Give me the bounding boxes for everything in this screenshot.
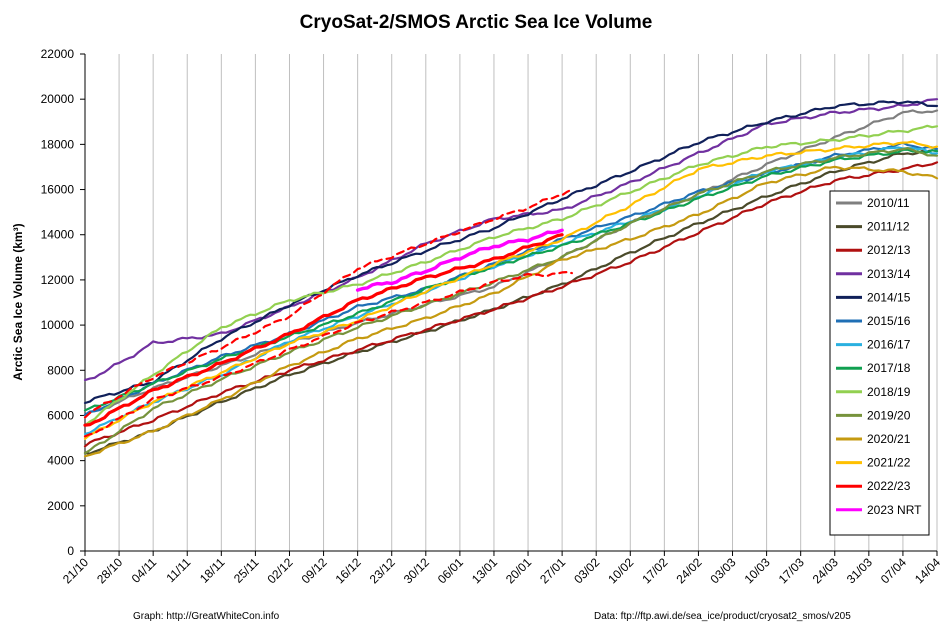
legend-entry: 2018/19 xyxy=(867,385,911,399)
chart-title: CryoSat-2/SMOS Arctic Sea Ice Volume xyxy=(300,12,653,33)
legend-entry: 2016/17 xyxy=(867,338,911,352)
y-tick-label: 20000 xyxy=(41,92,75,106)
series-line-2022-23 xyxy=(83,233,564,427)
footer-left: Graph: http://GreatWhiteCon.info xyxy=(133,611,280,622)
series-line-2014-15 xyxy=(83,100,939,405)
series-line-2018-19 xyxy=(83,124,939,427)
legend-entry: 2014/15 xyxy=(867,290,911,304)
x-tick-label: 18/11 xyxy=(197,555,228,586)
x-tick-label: 23/12 xyxy=(367,555,398,586)
legend-entry: 2017/18 xyxy=(867,361,911,375)
x-tick-label: 04/11 xyxy=(129,555,160,586)
x-tick-label: 17/02 xyxy=(639,555,670,586)
x-tick-label: 27/01 xyxy=(537,555,568,586)
y-tick-label: 8000 xyxy=(47,363,74,377)
series-line-2017-18 xyxy=(83,148,939,412)
y-tick-label: 0 xyxy=(67,544,74,558)
y-tick-label: 4000 xyxy=(47,454,74,468)
axes xyxy=(80,53,938,556)
series-line-2023-nrt xyxy=(355,228,564,292)
x-tick-labels: 21/10 28/10 04/11 11/11 18/11 25/11 02/12 09/12… xyxy=(60,555,943,586)
x-tick-label: 17/03 xyxy=(776,555,807,586)
x-tick-label: 20/01 xyxy=(503,555,534,586)
footer-right: Data: ftp://ftp.awi.de/sea_ice/product/c… xyxy=(594,611,851,622)
legend-entry: 2021/22 xyxy=(867,456,911,470)
y-tick-label: 22000 xyxy=(41,47,75,61)
y-axis-label: Arctic Sea Ice Volume (km³) xyxy=(11,223,25,380)
legend: 2010/11 2011/12 2012/13 2013/14 2014/15 2015/… xyxy=(829,190,930,536)
x-tick-label: 03/03 xyxy=(708,555,739,586)
x-tick-label: 24/02 xyxy=(673,555,704,586)
y-tick-label: 14000 xyxy=(41,228,75,242)
legend-entry: 2020/21 xyxy=(867,432,911,446)
y-tick-label: 10000 xyxy=(41,318,75,332)
x-tick-label: 13/01 xyxy=(469,555,500,586)
x-tick-label: 14/04 xyxy=(912,555,943,586)
x-tick-label: 31/03 xyxy=(844,555,875,586)
x-tick-label: 16/12 xyxy=(333,555,364,586)
y-tick-label: 16000 xyxy=(41,183,75,197)
legend-entry: 2015/16 xyxy=(867,314,911,328)
x-tick-label: 25/11 xyxy=(231,555,262,586)
legend-items: 2010/11 2011/12 2012/13 2013/14 2014/15 2015/… xyxy=(836,196,922,517)
x-tick-label: 03/02 xyxy=(571,555,602,586)
x-tick-label: 30/12 xyxy=(401,555,432,586)
legend-entry: 2011/12 xyxy=(867,220,910,234)
legend-box xyxy=(829,190,930,536)
series-line-2020-21 xyxy=(83,165,939,458)
series-line-2012-13 xyxy=(83,161,939,448)
legend-entry: 2012/13 xyxy=(867,243,911,257)
legend-entry: 2019/20 xyxy=(867,408,911,422)
series-line-2022-23-dashed-lower xyxy=(83,271,574,438)
x-tick-label: 02/12 xyxy=(264,555,295,586)
y-tick-label: 2000 xyxy=(47,499,74,513)
x-tick-label: 09/12 xyxy=(299,555,330,586)
y-tick-label: 6000 xyxy=(47,408,74,422)
legend-entry: 2010/11 xyxy=(867,196,910,210)
x-tick-label: 28/10 xyxy=(94,555,125,586)
x-tick-label: 11/11 xyxy=(163,555,193,585)
x-tick-label: 10/03 xyxy=(742,555,773,586)
x-tick-label: 06/01 xyxy=(435,555,466,586)
y-tick-label: 18000 xyxy=(41,137,75,151)
series-line-2022-23-dashed-upper xyxy=(83,188,574,419)
series-line-2019-20 xyxy=(83,147,939,455)
x-tick-label: 07/04 xyxy=(878,555,909,586)
series xyxy=(83,98,939,458)
y-tick-labels: 0 2000 4000 6000 8000 10000 12000 14000 16000 180… xyxy=(41,47,75,558)
x-tick-label: 21/10 xyxy=(60,555,91,586)
legend-entry: 2022/23 xyxy=(867,479,911,493)
legend-entry: 2023 NRT xyxy=(867,503,922,517)
series-line-2013-14 xyxy=(83,98,939,382)
x-tick-label: 24/03 xyxy=(810,555,841,586)
y-tick-label: 12000 xyxy=(41,273,75,287)
series-line-2021-22 xyxy=(83,140,939,440)
legend-entry: 2013/14 xyxy=(867,267,911,281)
x-tick-label: 10/02 xyxy=(605,555,636,586)
